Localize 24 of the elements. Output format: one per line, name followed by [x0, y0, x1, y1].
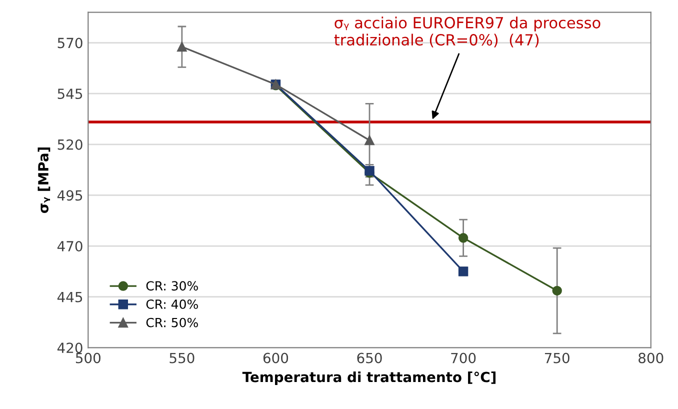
x-axis-title: Temperatura di trattamento [°C]: [242, 372, 496, 385]
point: [364, 135, 374, 146]
y-tick-label: 495: [57, 190, 82, 201]
y-tick-label: 470: [57, 240, 82, 252]
y-tick-label: 545: [58, 88, 82, 100]
y-tick-label: 520: [58, 139, 82, 150]
y-tick-label: 570: [58, 38, 82, 48]
x-tick-label: 800: [638, 352, 664, 364]
annotation: σᵧ acciaio EUROFER97 da processo tradizionale (CR=0%) (47): [334, 16, 600, 48]
point: [552, 286, 562, 296]
legend-label: CR: 30%: [146, 281, 198, 291]
x-tick-label: 650: [357, 352, 382, 364]
x-tick-label: 500: [76, 352, 100, 364]
y-tick-label: 445: [57, 292, 82, 302]
point: [177, 42, 187, 52]
x-tick-label: 700: [451, 352, 476, 364]
legend-label: CR: 40%: [146, 299, 198, 309]
x-tick-label: 550: [170, 352, 194, 364]
legend-label: CR: 50%: [146, 318, 198, 328]
y-axis-title: σᵧ [MPa]: [38, 148, 50, 214]
point: [458, 233, 468, 243]
y-tick-label: 420: [57, 342, 82, 354]
x-tick-label: 750: [544, 352, 570, 364]
x-tick-label: 600: [263, 352, 288, 364]
